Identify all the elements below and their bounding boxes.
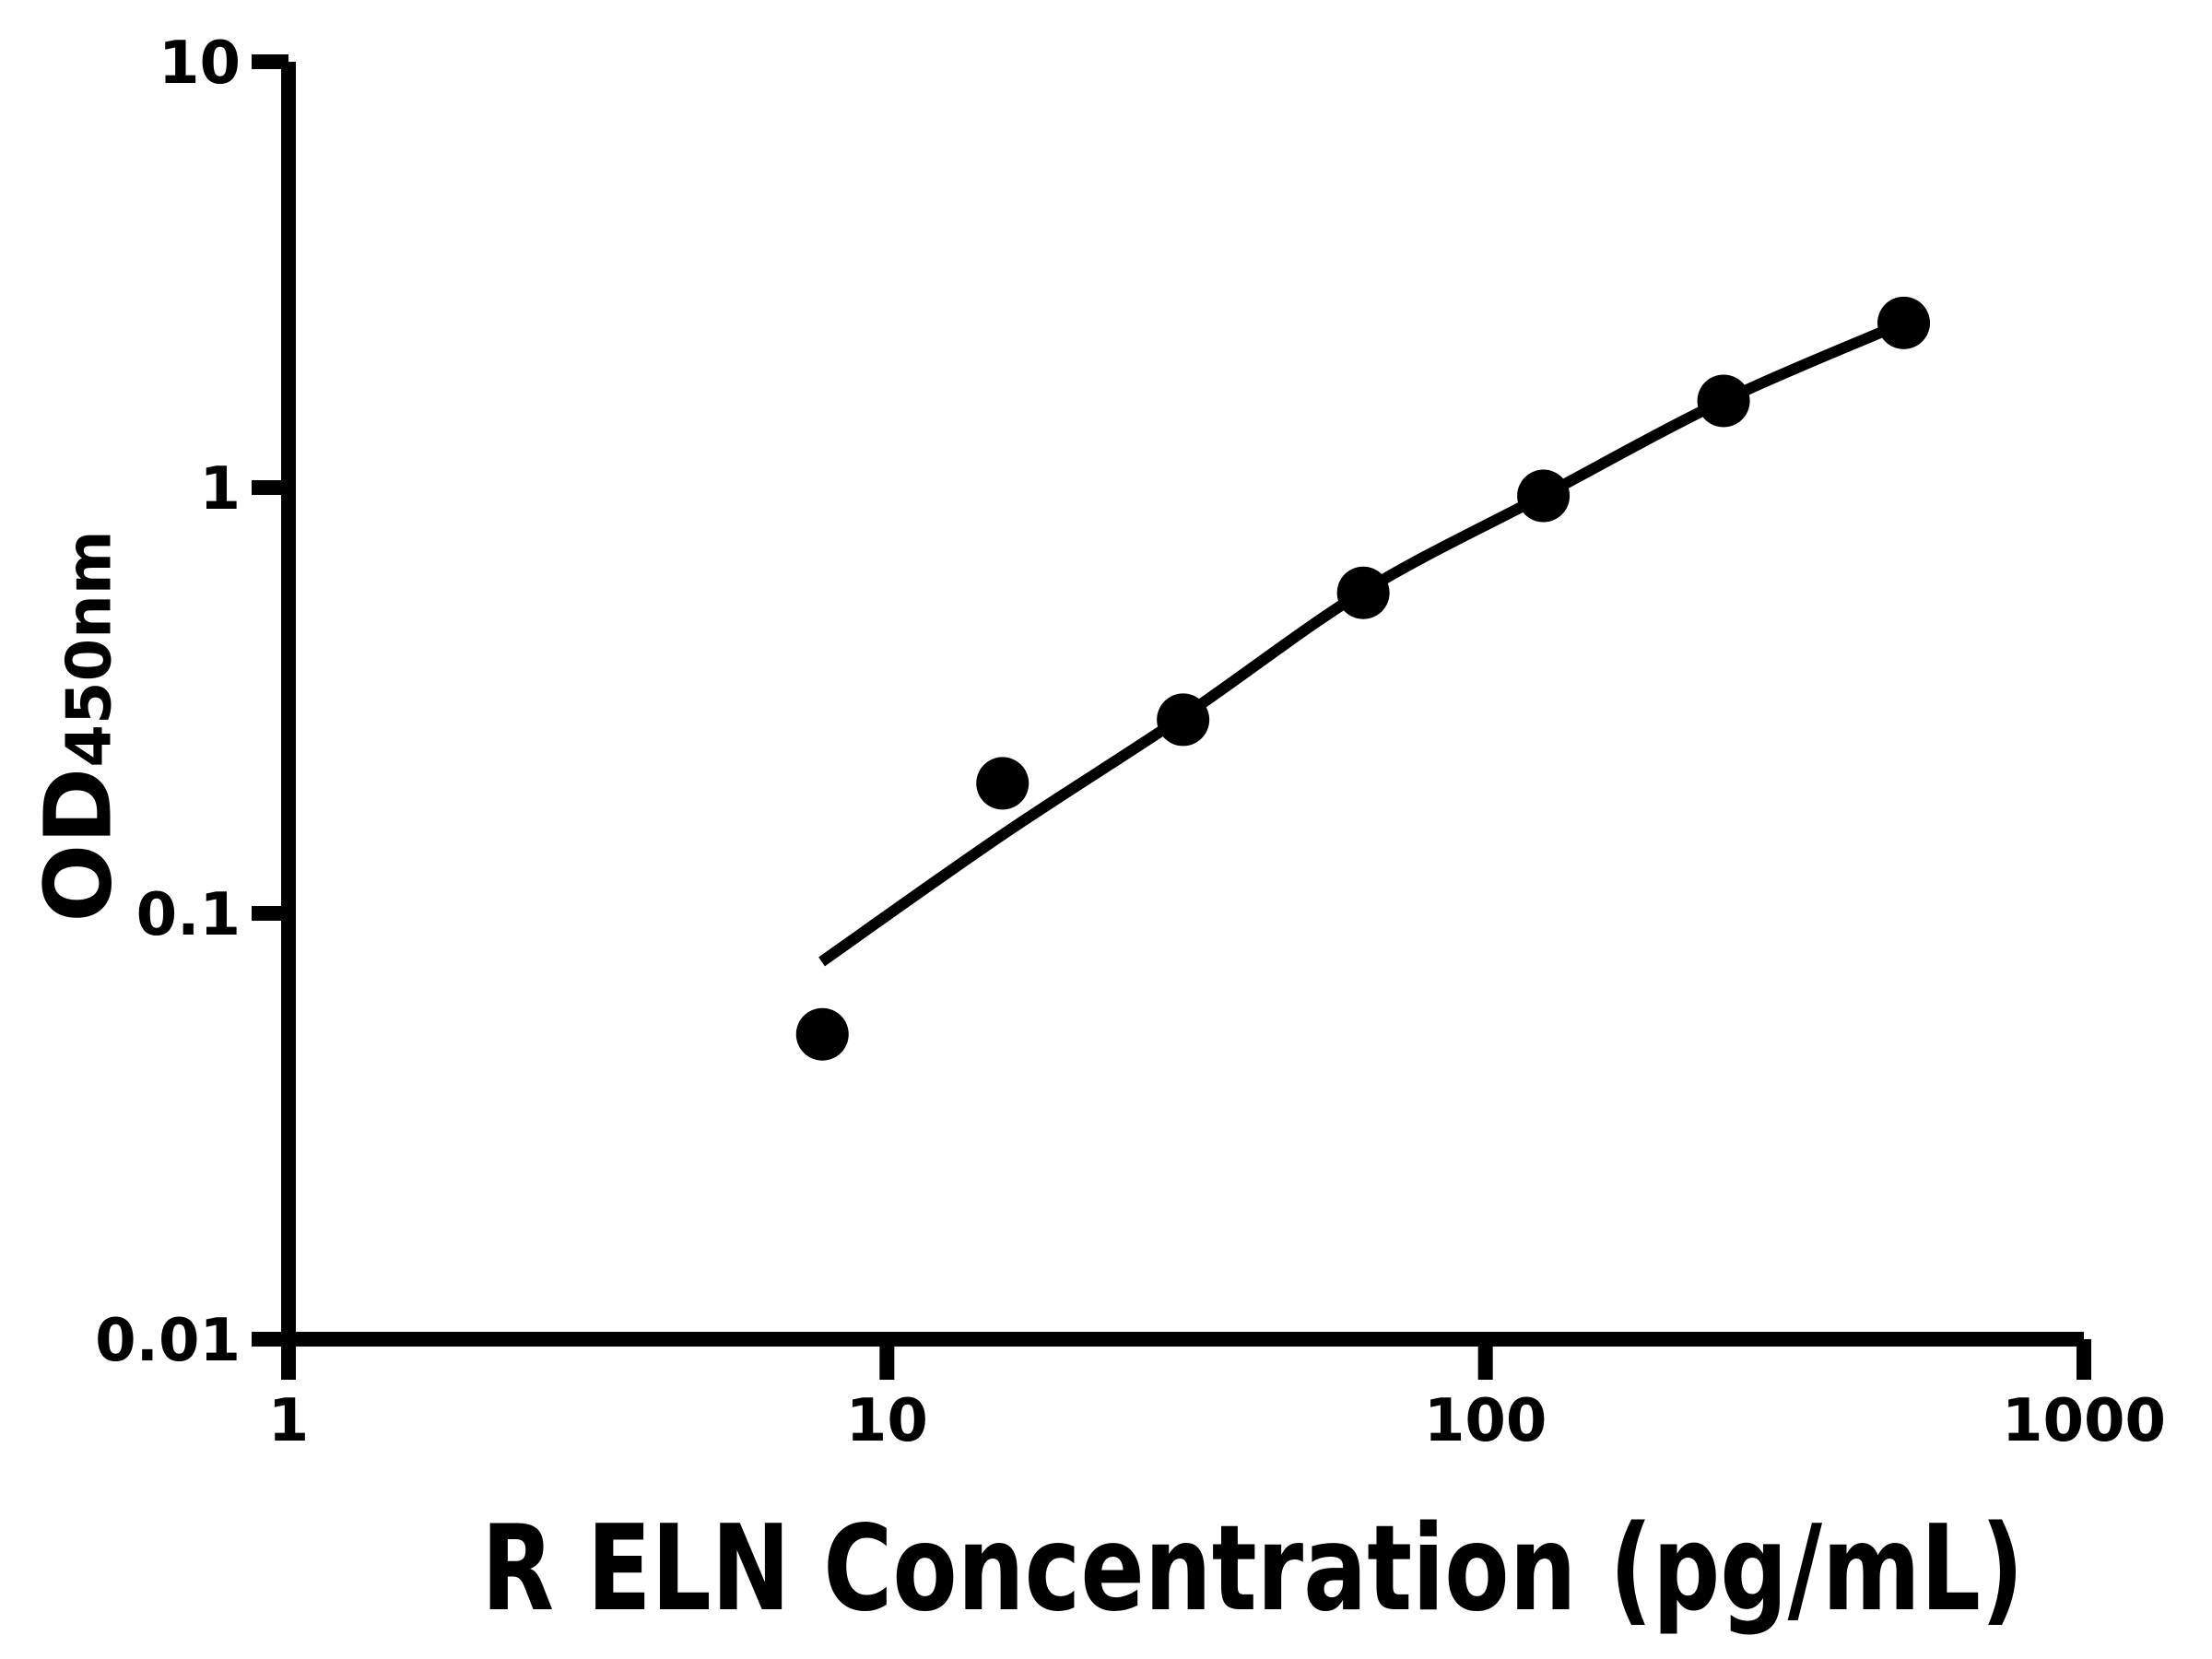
x-tick-label: 1 [268,1387,310,1455]
y-tick-label: 10 [159,29,241,98]
data-point [1877,296,1931,349]
data-point [1336,566,1390,619]
y-axis-title-subscript: 450nm [53,530,125,768]
x-axis-title-text: R ELN Concentration (pg/mL) [481,1500,2024,1638]
y-axis-title-main: OD [24,767,133,923]
y-tick-label: 0.1 [136,881,241,949]
data-point [976,757,1030,810]
y-axis-title: OD450nm [25,530,133,922]
x-tick-label: 100 [1424,1387,1547,1455]
x-tick-label: 10 [846,1387,928,1455]
y-tick-label: 0.01 [95,1307,241,1375]
data-point [1157,693,1210,747]
data-point [1517,469,1571,523]
data-point [1697,374,1750,428]
y-tick-label: 1 [199,455,241,524]
data-point [795,1007,849,1061]
x-axis-title: R ELN Concentration (pg/mL) [288,1500,2084,1638]
x-tick-label: 1000 [2002,1387,2166,1455]
